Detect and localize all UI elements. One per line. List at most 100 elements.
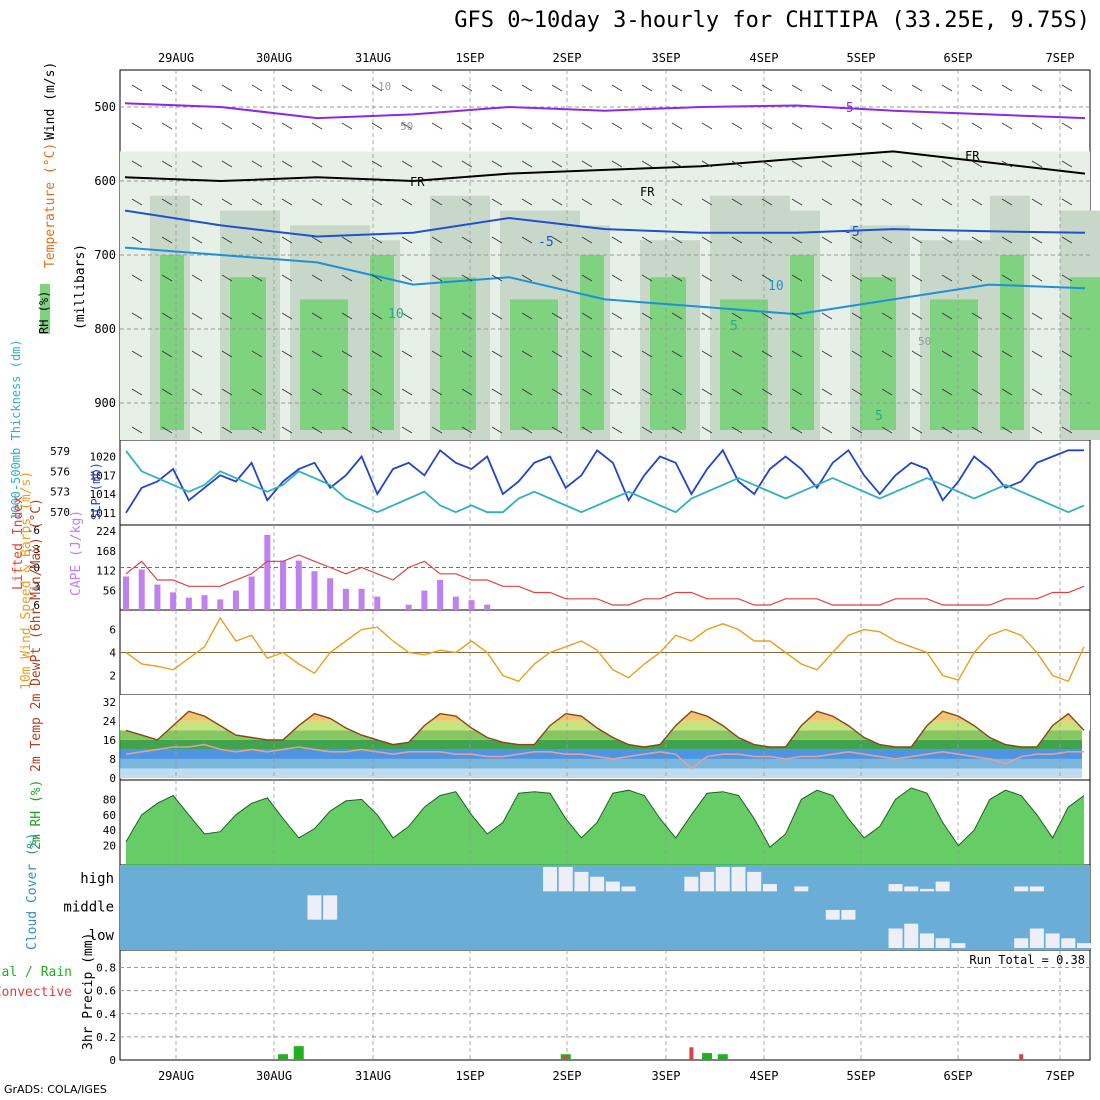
top-date-label: 5SEP <box>847 51 876 65</box>
precip-total-bar <box>717 1054 728 1060</box>
wind-barb <box>851 274 863 282</box>
wind-barb <box>761 274 773 282</box>
wind-barb <box>1061 84 1073 92</box>
wind-barb <box>821 350 833 358</box>
contour-label: -5 <box>844 225 860 240</box>
wind-barb <box>131 160 143 168</box>
cloud-bar-high <box>1029 886 1044 892</box>
wind-barb <box>401 84 413 92</box>
precip-total-bar <box>293 1046 304 1060</box>
wind-barb <box>1031 198 1043 206</box>
wind-barb <box>491 198 503 206</box>
cape-label: CAPE (J/kg) <box>69 510 84 596</box>
wind-barb <box>731 198 743 206</box>
cloud-bar-low <box>951 943 966 948</box>
wind-barb <box>971 84 983 92</box>
wind-barb <box>521 350 533 358</box>
wind-barb <box>401 160 413 168</box>
precip-tick-label: 0 <box>109 1054 116 1067</box>
wind-barb <box>221 198 233 206</box>
wind-barb <box>1031 388 1043 396</box>
wind-barb <box>731 312 743 320</box>
contour-label: 10 <box>388 307 404 322</box>
wind-barb <box>281 236 293 244</box>
precip-convective-bar <box>1019 1054 1024 1060</box>
lifted-index-line <box>125 554 1085 606</box>
wind-barb <box>221 274 233 282</box>
wind-barb <box>221 388 233 396</box>
wind-barb <box>521 312 533 320</box>
wind-barb <box>311 122 323 130</box>
pressure-tick-label: 500 <box>94 100 116 114</box>
top-date-label: 6SEP <box>944 51 973 65</box>
wind-barb <box>791 312 803 320</box>
cloud-bar-middle <box>825 909 840 920</box>
panel-slp <box>119 439 1091 526</box>
top-date-label: 2SEP <box>553 51 582 65</box>
wind-barb <box>371 388 383 396</box>
wind-barb <box>941 122 953 130</box>
millibars-label: (millibars) <box>73 244 88 330</box>
wind-barb <box>341 198 353 206</box>
wind-barb <box>161 236 173 244</box>
cloud-bar-low <box>1029 928 1044 948</box>
wind-barb <box>491 350 503 358</box>
wind-barb <box>401 274 413 282</box>
wind-barb <box>581 350 593 358</box>
wind-barb <box>191 198 203 206</box>
wind-speed-line <box>125 616 1085 683</box>
wind-barb <box>641 426 653 434</box>
wind-barb <box>881 388 893 396</box>
wind-barb <box>491 388 503 396</box>
cape-bar <box>342 588 349 610</box>
wind-barb <box>251 426 263 434</box>
thickness-tick-label: 579 <box>50 445 70 458</box>
wind-barb <box>881 274 893 282</box>
wind-barb <box>161 84 173 92</box>
wind-barb <box>551 84 563 92</box>
rh-shade-high <box>930 299 978 430</box>
cape-bar <box>217 599 224 610</box>
wind-barb <box>761 198 773 206</box>
wind-barb <box>731 122 743 130</box>
thickness-tick-label: 573 <box>50 486 70 499</box>
wind-barb <box>941 350 953 358</box>
wind-barb <box>371 198 383 206</box>
bottom-date-label: 30AUG <box>256 1069 292 1083</box>
top-date-label: 4SEP <box>750 51 779 65</box>
bottom-date-label: 2SEP <box>553 1069 582 1083</box>
wind-barb <box>971 274 983 282</box>
li-tick-label: 6 <box>33 599 40 612</box>
wind-barb <box>461 122 473 130</box>
wind-barb <box>341 350 353 358</box>
wind-barb <box>1001 160 1013 168</box>
wind-barb <box>311 236 323 244</box>
wind-barb <box>1061 198 1073 206</box>
wind-barb <box>461 236 473 244</box>
rh-shade-high <box>1000 255 1024 430</box>
li-tick-label: -3 <box>27 543 40 556</box>
contour-label: 50 <box>918 335 931 348</box>
wind-barb <box>731 426 743 434</box>
wind-barb <box>821 160 833 168</box>
wind-barb <box>161 388 173 396</box>
wind-barb <box>1001 84 1013 92</box>
contour-label: 5 <box>730 319 738 334</box>
wind-barb <box>581 236 593 244</box>
wind-barb <box>191 388 203 396</box>
cloud-bar-low <box>904 923 919 948</box>
wind-barb <box>611 350 623 358</box>
li-label: Lifted Index <box>11 496 26 590</box>
top-date-label: 30AUG <box>256 51 292 65</box>
precip-label: 3hr Precip (mm) <box>81 933 96 1050</box>
wind-barb <box>461 426 473 434</box>
wind-barb <box>581 426 593 434</box>
wind-barb <box>611 84 623 92</box>
cloud-bar-low <box>1045 933 1060 948</box>
temp-band <box>120 739 1082 750</box>
wind-tick-label: 4 <box>109 647 116 660</box>
wind-barb <box>581 122 593 130</box>
rh-line <box>125 787 1085 848</box>
cape-bar <box>154 584 161 610</box>
wind-barb <box>1031 426 1043 434</box>
